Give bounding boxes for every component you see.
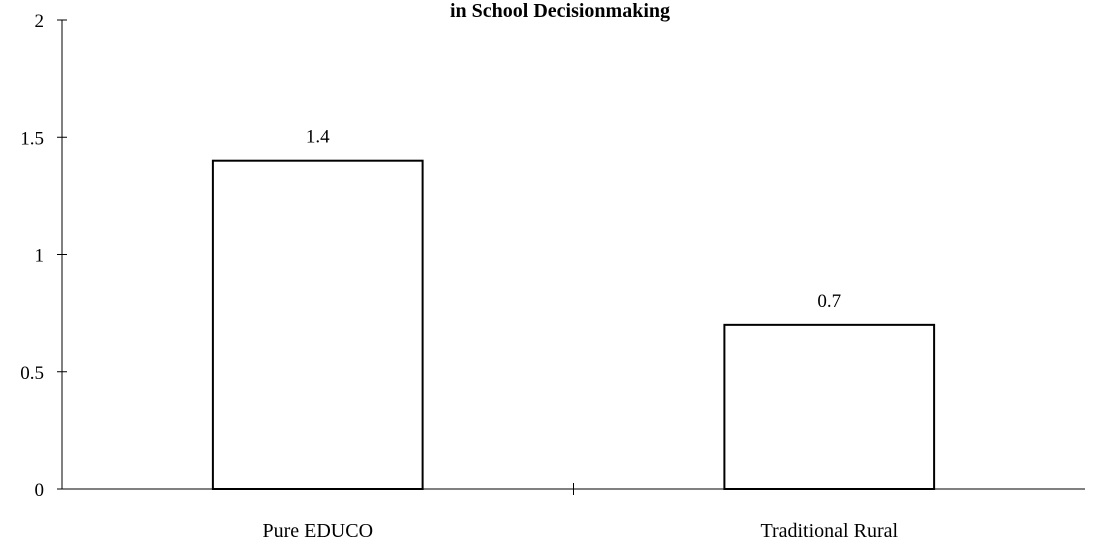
data-label: 1.4 (306, 127, 330, 148)
y-tick-label: 0 (35, 480, 45, 501)
bar (723, 323, 936, 490)
y-tick-label: 1.5 (20, 128, 44, 149)
category-label: Traditional Rural (760, 520, 898, 542)
y-axis: 0 0.5 1 1.5 2 (20, 11, 67, 501)
bar (211, 159, 424, 490)
bar-group (211, 159, 936, 490)
data-label-group: 1.4 0.7 (306, 127, 841, 312)
y-tick-label: 1 (35, 246, 45, 267)
chart-title: in School Decisionmaking (450, 0, 670, 22)
data-label: 0.7 (817, 291, 841, 312)
category-label-group: Pure EDUCO Traditional Rural (262, 520, 898, 542)
y-tick-label: 0.5 (20, 363, 44, 384)
y-tick-label: 2 (35, 11, 45, 32)
category-label: Pure EDUCO (262, 520, 373, 542)
